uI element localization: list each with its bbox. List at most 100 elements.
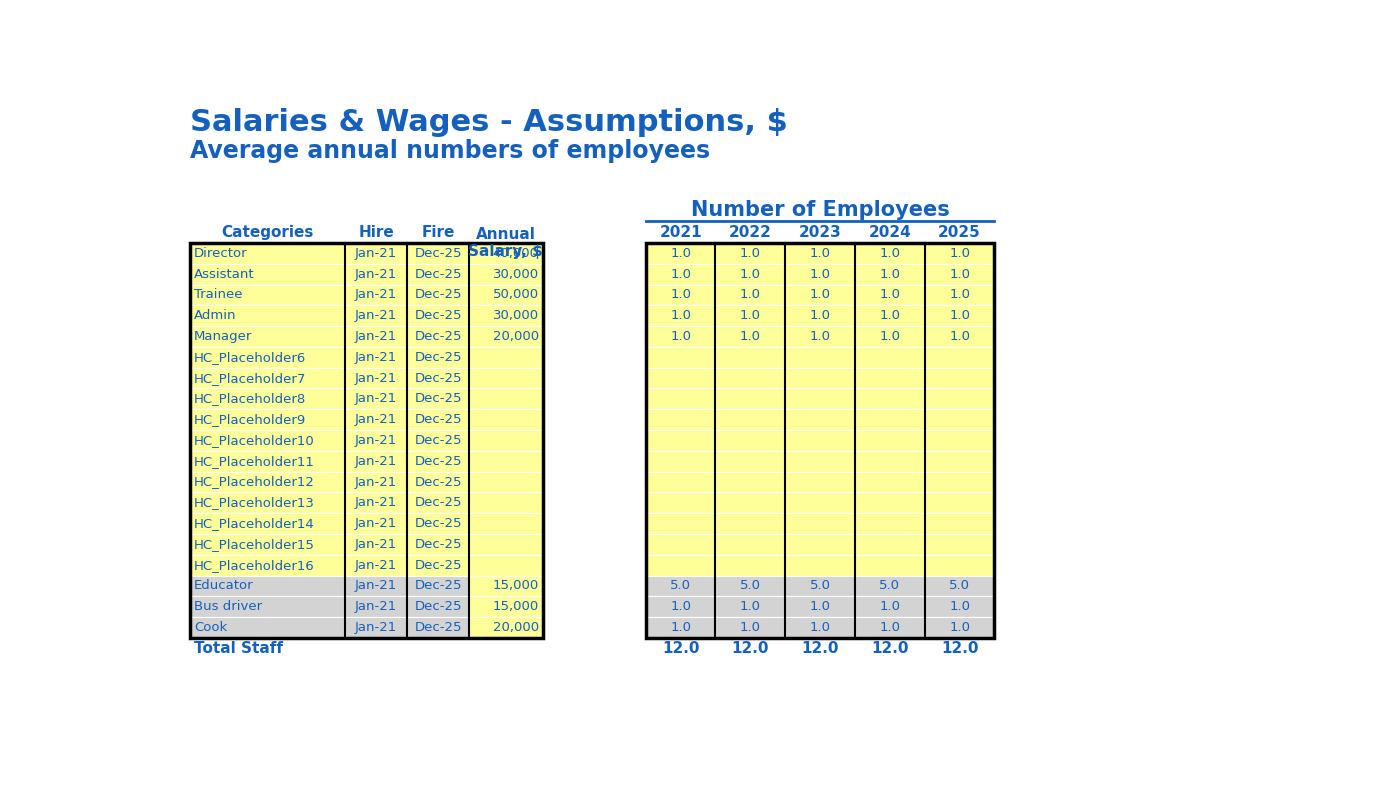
Bar xyxy=(190,388,345,410)
Bar xyxy=(924,326,994,347)
Text: 1.0: 1.0 xyxy=(949,309,970,322)
Text: 20,000: 20,000 xyxy=(493,621,539,634)
Text: Dec-25: Dec-25 xyxy=(415,434,462,447)
Text: 12.0: 12.0 xyxy=(941,641,979,656)
Bar xyxy=(785,326,854,347)
Bar xyxy=(190,534,345,555)
Text: Annual
Salary, $: Annual Salary, $ xyxy=(469,226,543,259)
Bar xyxy=(716,410,785,430)
Bar xyxy=(190,285,345,305)
Bar xyxy=(408,285,469,305)
Text: Dec-25: Dec-25 xyxy=(415,372,462,384)
Bar xyxy=(408,555,469,575)
Text: 15,000: 15,000 xyxy=(493,601,539,613)
Bar xyxy=(924,264,994,285)
Bar xyxy=(469,430,543,451)
Bar xyxy=(408,243,469,264)
Bar xyxy=(469,410,543,430)
Bar xyxy=(785,513,854,534)
Bar xyxy=(716,388,785,410)
Bar xyxy=(646,305,716,326)
Bar xyxy=(854,492,924,513)
Text: 5.0: 5.0 xyxy=(740,579,761,593)
Text: Fire: Fire xyxy=(422,225,455,240)
Bar xyxy=(854,326,924,347)
Bar xyxy=(190,243,345,264)
Bar xyxy=(345,368,408,388)
Bar xyxy=(785,243,854,264)
Bar xyxy=(646,451,716,472)
Text: 1.0: 1.0 xyxy=(949,330,970,343)
Text: Jan-21: Jan-21 xyxy=(355,517,396,530)
Text: Jan-21: Jan-21 xyxy=(355,413,396,426)
Text: 12.0: 12.0 xyxy=(732,641,769,656)
Bar xyxy=(716,347,785,368)
Text: 1.0: 1.0 xyxy=(670,309,691,322)
Text: Jan-21: Jan-21 xyxy=(355,621,396,634)
Bar xyxy=(190,410,345,430)
Bar xyxy=(785,555,854,575)
Bar xyxy=(785,368,854,388)
Bar xyxy=(408,326,469,347)
Bar xyxy=(646,410,716,430)
Text: Jan-21: Jan-21 xyxy=(355,247,396,260)
Bar xyxy=(469,575,543,597)
Bar xyxy=(646,243,994,638)
Bar xyxy=(408,368,469,388)
Bar xyxy=(469,347,543,368)
Text: Dec-25: Dec-25 xyxy=(415,476,462,489)
Text: 30,000: 30,000 xyxy=(493,309,539,322)
Text: Dec-25: Dec-25 xyxy=(415,601,462,613)
Bar xyxy=(646,492,716,513)
Bar xyxy=(646,285,716,305)
Bar xyxy=(924,555,994,575)
Bar xyxy=(646,555,716,575)
Text: Admin: Admin xyxy=(194,309,236,322)
Bar xyxy=(190,368,345,388)
Text: HC_Placeholder12: HC_Placeholder12 xyxy=(194,476,314,489)
Bar xyxy=(190,264,345,285)
Text: Dec-25: Dec-25 xyxy=(415,247,462,260)
Text: 15,000: 15,000 xyxy=(493,579,539,593)
Bar xyxy=(785,410,854,430)
Bar xyxy=(408,305,469,326)
Bar xyxy=(646,472,716,492)
Text: HC_Placeholder9: HC_Placeholder9 xyxy=(194,413,306,426)
Bar xyxy=(924,388,994,410)
Bar xyxy=(469,555,543,575)
Bar xyxy=(646,347,716,368)
Bar xyxy=(716,326,785,347)
Bar xyxy=(408,430,469,451)
Text: 2022: 2022 xyxy=(729,225,772,240)
Text: Educator: Educator xyxy=(194,579,254,593)
Text: 1.0: 1.0 xyxy=(949,621,970,634)
Bar xyxy=(785,575,854,597)
Text: 1.0: 1.0 xyxy=(810,621,831,634)
Text: 1.0: 1.0 xyxy=(879,267,900,281)
Text: Manager: Manager xyxy=(194,330,253,343)
Text: Dec-25: Dec-25 xyxy=(415,579,462,593)
Text: 1.0: 1.0 xyxy=(670,267,691,281)
Bar xyxy=(190,326,345,347)
Bar xyxy=(854,534,924,555)
Bar xyxy=(924,430,994,451)
Bar xyxy=(716,451,785,472)
Bar xyxy=(716,264,785,285)
Bar xyxy=(190,347,345,368)
Text: 1.0: 1.0 xyxy=(670,601,691,613)
Bar xyxy=(716,492,785,513)
Text: Assistant: Assistant xyxy=(194,267,254,281)
Text: 1.0: 1.0 xyxy=(740,621,761,634)
Text: 1.0: 1.0 xyxy=(879,309,900,322)
Text: 1.0: 1.0 xyxy=(740,267,761,281)
Bar xyxy=(785,347,854,368)
Bar xyxy=(924,597,994,617)
Bar xyxy=(716,534,785,555)
Bar xyxy=(716,243,785,264)
Bar xyxy=(469,264,543,285)
Bar xyxy=(469,305,543,326)
Bar xyxy=(854,410,924,430)
Bar xyxy=(345,326,408,347)
Bar xyxy=(408,472,469,492)
Bar xyxy=(785,305,854,326)
